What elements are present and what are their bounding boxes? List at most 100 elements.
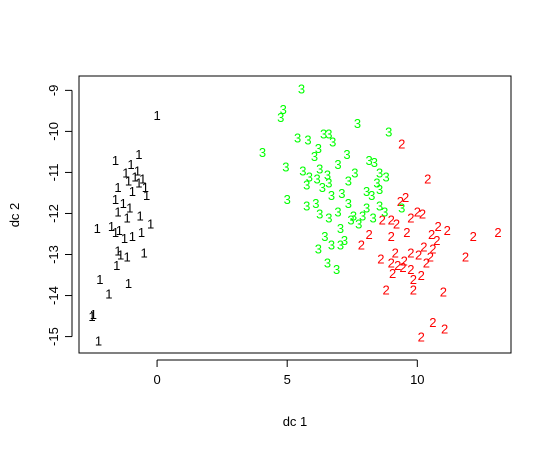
- data-point: 1: [129, 229, 136, 244]
- data-point: 1: [108, 219, 115, 234]
- data-point: 1: [135, 176, 142, 191]
- x-axis-title: dc 1: [283, 414, 308, 429]
- data-point: 3: [328, 188, 335, 203]
- data-point: 2: [470, 229, 477, 244]
- data-point: 3: [315, 141, 322, 156]
- data-point: 1: [125, 174, 132, 189]
- data-point: 2: [407, 262, 414, 277]
- data-point: 2: [429, 241, 436, 256]
- data-point: 3: [280, 102, 287, 117]
- data-point: 2: [358, 237, 365, 252]
- data-point: 1: [112, 153, 119, 168]
- y-tick-label: -13: [46, 245, 61, 264]
- data-point: 2: [433, 233, 440, 248]
- data-point: 3: [373, 176, 380, 191]
- y-tick-label: -11: [46, 164, 61, 182]
- data-point: 2: [407, 211, 414, 226]
- data-point: 3: [376, 165, 383, 180]
- data-point: 3: [299, 163, 306, 178]
- data-point: 2: [399, 260, 406, 275]
- data-point: 2: [435, 219, 442, 234]
- data-point: 1: [125, 276, 132, 291]
- data-point: 2: [462, 250, 469, 265]
- data-point: 3: [325, 126, 332, 141]
- data-point: 2: [379, 213, 386, 228]
- data-point: 3: [334, 157, 341, 172]
- data-point: 3: [368, 188, 375, 203]
- data-point: 3: [325, 211, 332, 226]
- y-tick-label: -14: [46, 286, 61, 305]
- data-point: 2: [418, 268, 425, 283]
- data-point: 3: [303, 178, 310, 193]
- data-point: 3: [338, 186, 345, 201]
- data-point: 2: [377, 252, 384, 267]
- data-point: 2: [441, 321, 448, 336]
- y-tick-label: -10: [46, 122, 61, 141]
- data-point: 1: [90, 307, 97, 322]
- data-point: 3: [320, 126, 327, 141]
- data-point: 3: [345, 174, 352, 189]
- data-point: 1: [147, 217, 154, 232]
- data-point: 3: [337, 237, 344, 252]
- data-point: 3: [312, 196, 319, 211]
- data-point: 1: [143, 188, 150, 203]
- data-point: 3: [328, 237, 335, 252]
- y-axis: -15 -14 -13 -12 -11 -10 -9: [46, 85, 73, 346]
- data-point: 2: [389, 266, 396, 281]
- data-point: 3: [376, 182, 383, 197]
- data-point: 1: [153, 108, 160, 123]
- data-point: 1: [139, 172, 146, 187]
- data-point: 3: [329, 135, 336, 150]
- data-point: 3: [284, 192, 291, 207]
- data-point: 3: [347, 213, 354, 228]
- data-point: 3: [319, 180, 326, 195]
- data-point: 3: [369, 211, 376, 226]
- data-point: 2: [398, 137, 405, 152]
- data-point: 2: [410, 282, 417, 297]
- data-point: 1: [114, 180, 121, 195]
- data-point: 3: [315, 241, 322, 256]
- data-point: 2: [440, 284, 447, 299]
- data-point: 3: [316, 206, 323, 221]
- data-point: 2: [423, 256, 430, 271]
- data-point: 3: [294, 131, 301, 146]
- data-point: 2: [397, 194, 404, 209]
- data-point: 1: [116, 223, 123, 238]
- data-point: 1: [134, 163, 141, 178]
- data-point: 3: [350, 209, 357, 224]
- data-point: 2: [424, 172, 431, 187]
- data-point: 3: [355, 217, 362, 232]
- data-point: 1: [112, 192, 119, 207]
- data-point: 3: [324, 167, 331, 182]
- x-tick-label: 10: [410, 372, 424, 387]
- data-point: 2: [415, 248, 422, 263]
- data-point: 3: [354, 116, 361, 131]
- data-point: 2: [414, 204, 421, 219]
- data-point: 1: [95, 334, 102, 349]
- data-point: 1: [126, 200, 133, 215]
- data-point: 2: [388, 229, 395, 244]
- data-point: 2: [382, 282, 389, 297]
- data-point: 3: [304, 133, 311, 148]
- data-point: 3: [321, 229, 328, 244]
- data-point: 3: [385, 124, 392, 139]
- data-point: 2: [388, 256, 395, 271]
- data-point: 2: [402, 190, 409, 205]
- data-point: 1: [94, 221, 101, 236]
- data-point: 2: [420, 239, 427, 254]
- data-point: 1: [120, 196, 127, 211]
- data-point: 1: [137, 209, 144, 224]
- data-point: 2: [393, 217, 400, 232]
- data-point: 3: [351, 165, 358, 180]
- data-point: 2: [394, 258, 401, 273]
- data-point: 1: [124, 211, 131, 226]
- data-point: 3: [306, 170, 313, 185]
- data-point: 3: [376, 198, 383, 213]
- data-point: 1: [113, 258, 120, 273]
- data-point: 3: [363, 200, 370, 215]
- plot-area-frame: [78, 75, 512, 354]
- data-point: 3: [381, 204, 388, 219]
- data-point: 1: [129, 184, 136, 199]
